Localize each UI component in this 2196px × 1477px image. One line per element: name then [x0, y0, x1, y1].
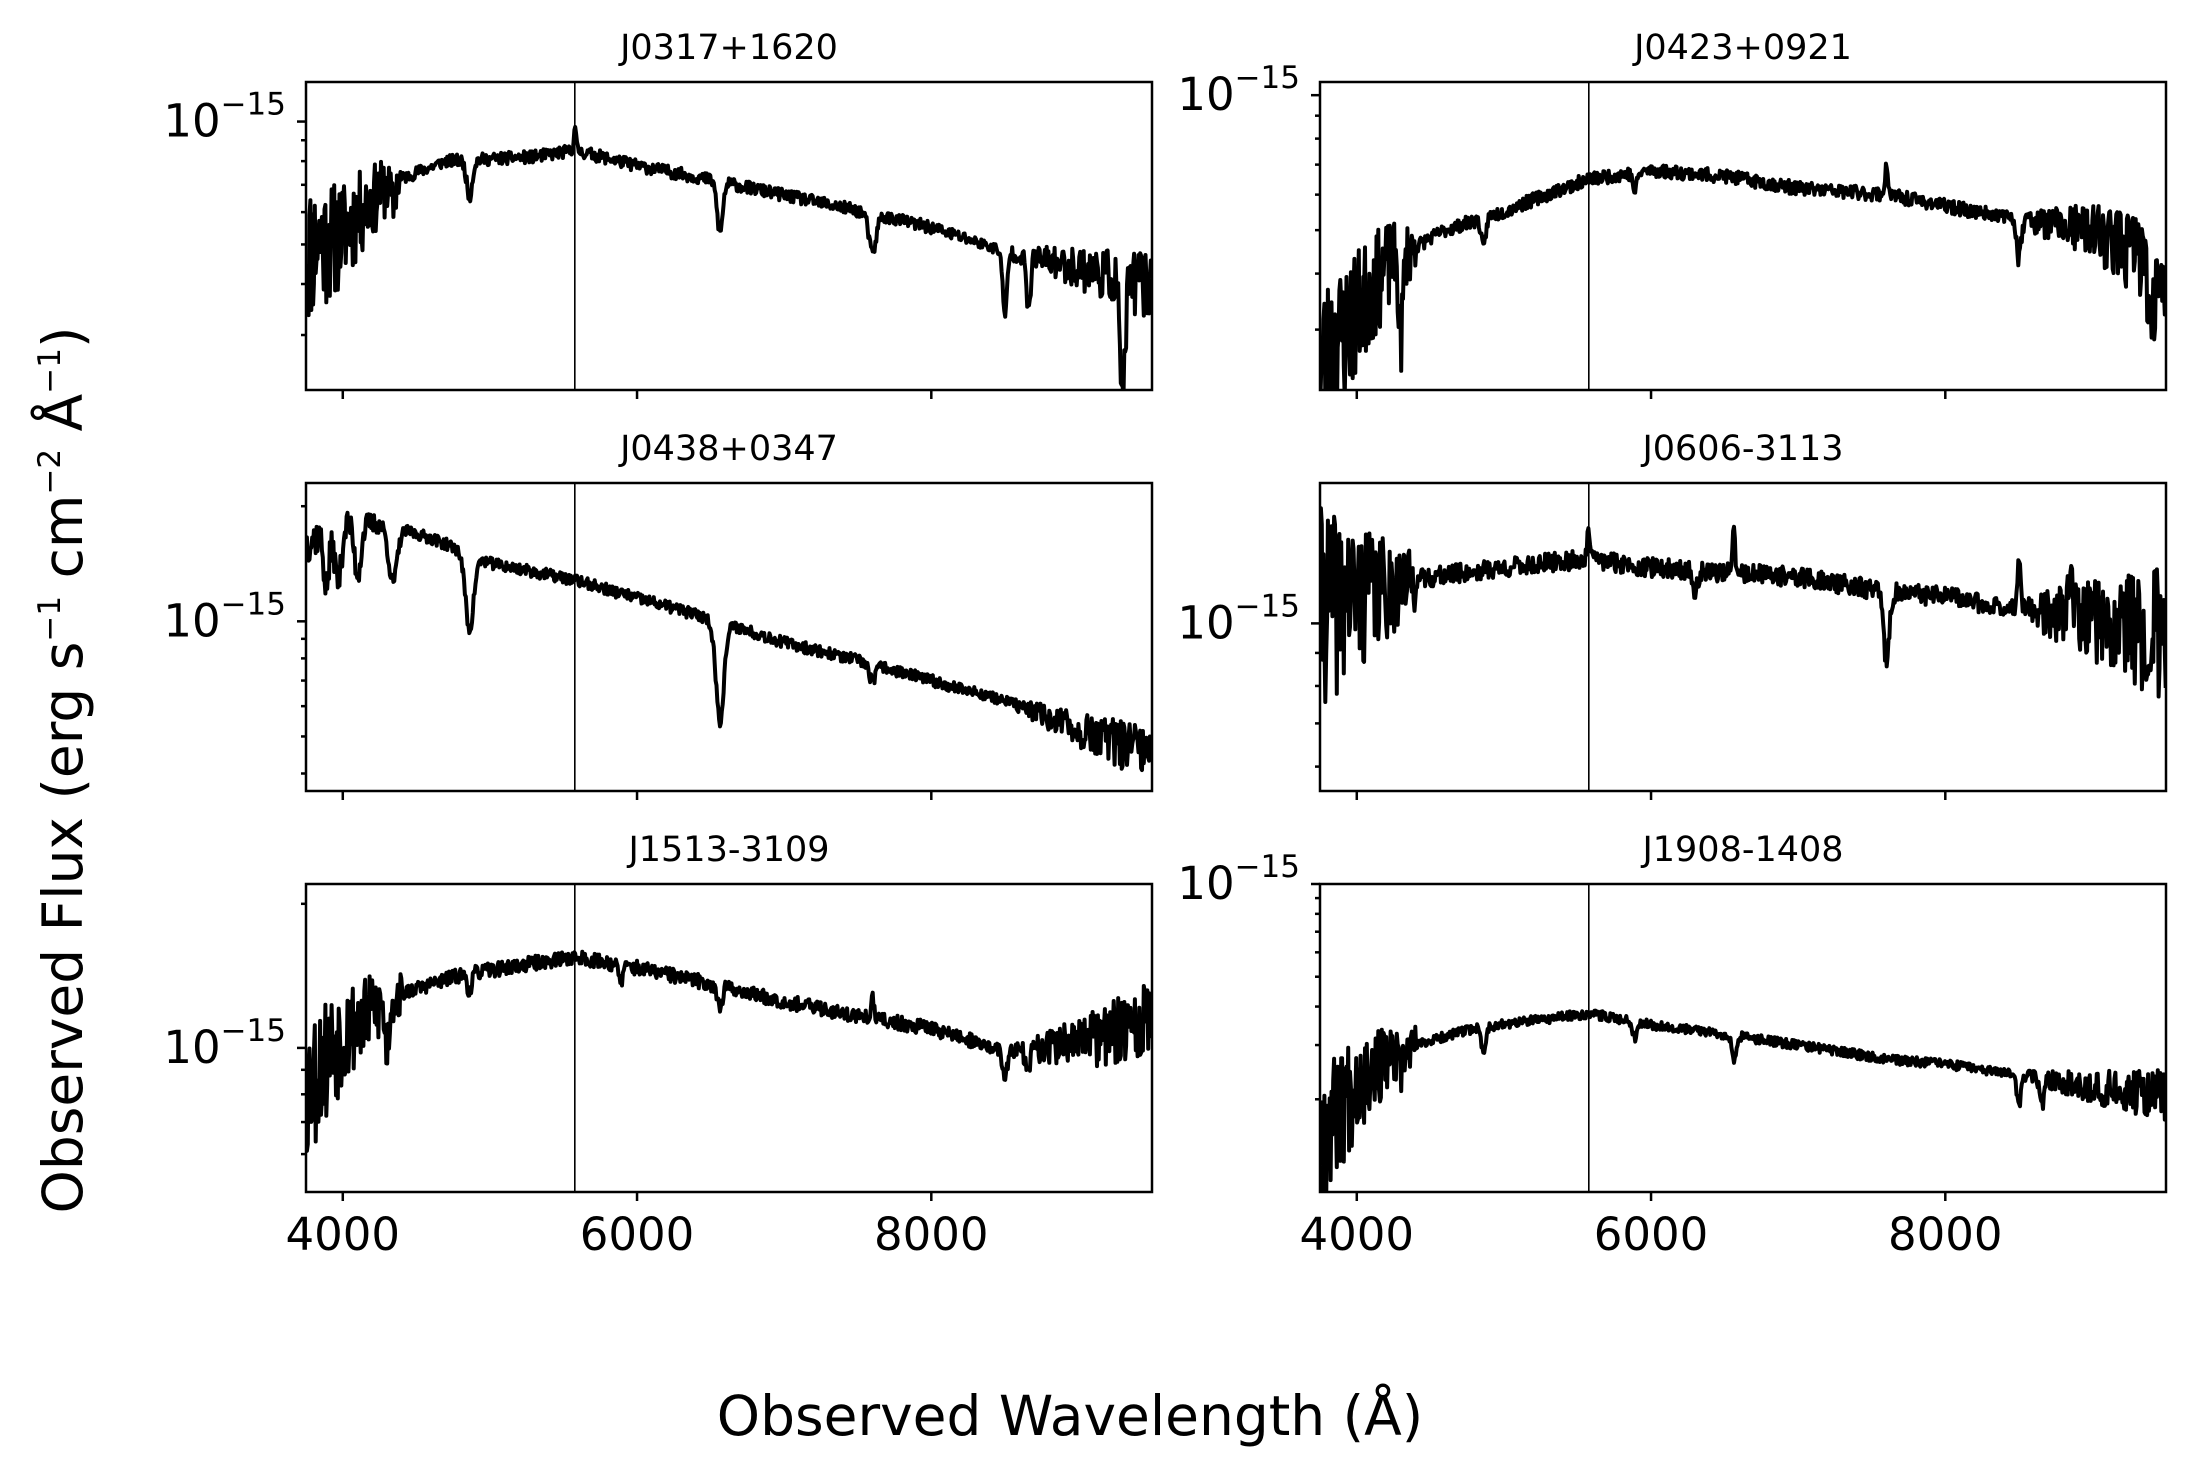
y-tick-label-exponent: −15: [221, 1013, 286, 1049]
y-axis-label: Observed Flux (erg s−1 cm−2 Å−1): [30, 327, 95, 1214]
x-tick-label: 4000: [286, 1208, 401, 1261]
panel-title: J0423+0921: [1632, 28, 1852, 68]
panel-title: J0606-3113: [1640, 429, 1843, 469]
x-tick-label: 8000: [1888, 1208, 2003, 1261]
panel-J0606-3113: 10−15 J0606-3113: [1177, 429, 2168, 800]
y-axis-label-exp2: −2: [32, 449, 68, 495]
panel-J0317+1620: 10−15 J0317+1620: [163, 28, 1154, 399]
y-axis-label-suffix: ): [31, 327, 95, 348]
panel-J0423+0921: 10−15 J0423+0921: [1177, 28, 2168, 399]
y-axis-label-mid2: Å: [30, 393, 95, 448]
spectrum-line: [306, 124, 1152, 390]
y-tick-label: 10−15: [1177, 60, 1300, 121]
spectrum-line: [1320, 1008, 2166, 1192]
panel-J1908-1408: 10−15 4000 6000 8000 J1908-1408: [1177, 830, 2168, 1261]
panel-title: J0438+0347: [618, 429, 838, 469]
spectrum-line: [306, 510, 1152, 773]
axes-frame: [304, 882, 1154, 1194]
y-tick-label-exponent: −15: [221, 87, 286, 123]
y-tick-label-base: 10: [1177, 857, 1234, 910]
axes-frame: [1318, 481, 2168, 793]
axes-frame: [304, 80, 1154, 392]
x-tick-label: 4000: [1300, 1208, 1415, 1261]
y-tick-label-base: 10: [1177, 68, 1234, 121]
x-tick-label: 6000: [1594, 1208, 1709, 1261]
y-tick-label-exponent: −15: [221, 586, 286, 622]
y-tick-label-base: 10: [163, 1021, 220, 1074]
spectrum-line: [306, 949, 1152, 1153]
x-tick-label: 6000: [580, 1208, 695, 1261]
y-tick-label-base: 10: [163, 594, 220, 647]
panel-title: J1908-1408: [1640, 830, 1843, 870]
y-tick-label-base: 10: [1177, 596, 1234, 649]
y-tick-label-exponent: −15: [1235, 60, 1300, 96]
y-tick-label-base: 10: [163, 95, 220, 148]
panel-title: J1513-3109: [626, 830, 829, 870]
y-axis-label-prefix: Observed Flux (erg s: [31, 642, 95, 1214]
panel-title: J0317+1620: [618, 28, 838, 68]
spectrum-line: [1320, 506, 2166, 704]
y-tick-label: 10−15: [163, 1013, 286, 1074]
panel-J0438+0347: 10−15 J0438+0347: [163, 429, 1154, 800]
y-tick-label: 10−15: [1177, 588, 1300, 649]
y-axis-label-exp1: −1: [32, 596, 68, 642]
x-axis-label: Observed Wavelength (Å): [717, 1383, 1423, 1448]
spectrum-line: [1320, 161, 2166, 390]
y-tick-label-exponent: −15: [1235, 588, 1300, 624]
x-tick-label: 8000: [874, 1208, 989, 1261]
y-tick-label-exponent: −15: [1235, 849, 1300, 885]
axes-frame: [304, 481, 1154, 793]
y-tick-label: 10−15: [163, 87, 286, 148]
axes-frame: [1318, 80, 2168, 392]
axes-frame: [1318, 882, 2168, 1194]
y-axis-label-exp3: −1: [32, 348, 68, 394]
y-tick-label: 10−15: [163, 586, 286, 647]
y-tick-label: 10−15: [1177, 849, 1300, 910]
panel-J1513-3109: 10−15 4000 6000 8000 J1513-3109: [163, 830, 1154, 1261]
panels: 10−15J0317+162010−15J0423+092110−15J0438…: [163, 28, 2168, 1261]
y-axis-label-mid: cm: [31, 495, 95, 596]
